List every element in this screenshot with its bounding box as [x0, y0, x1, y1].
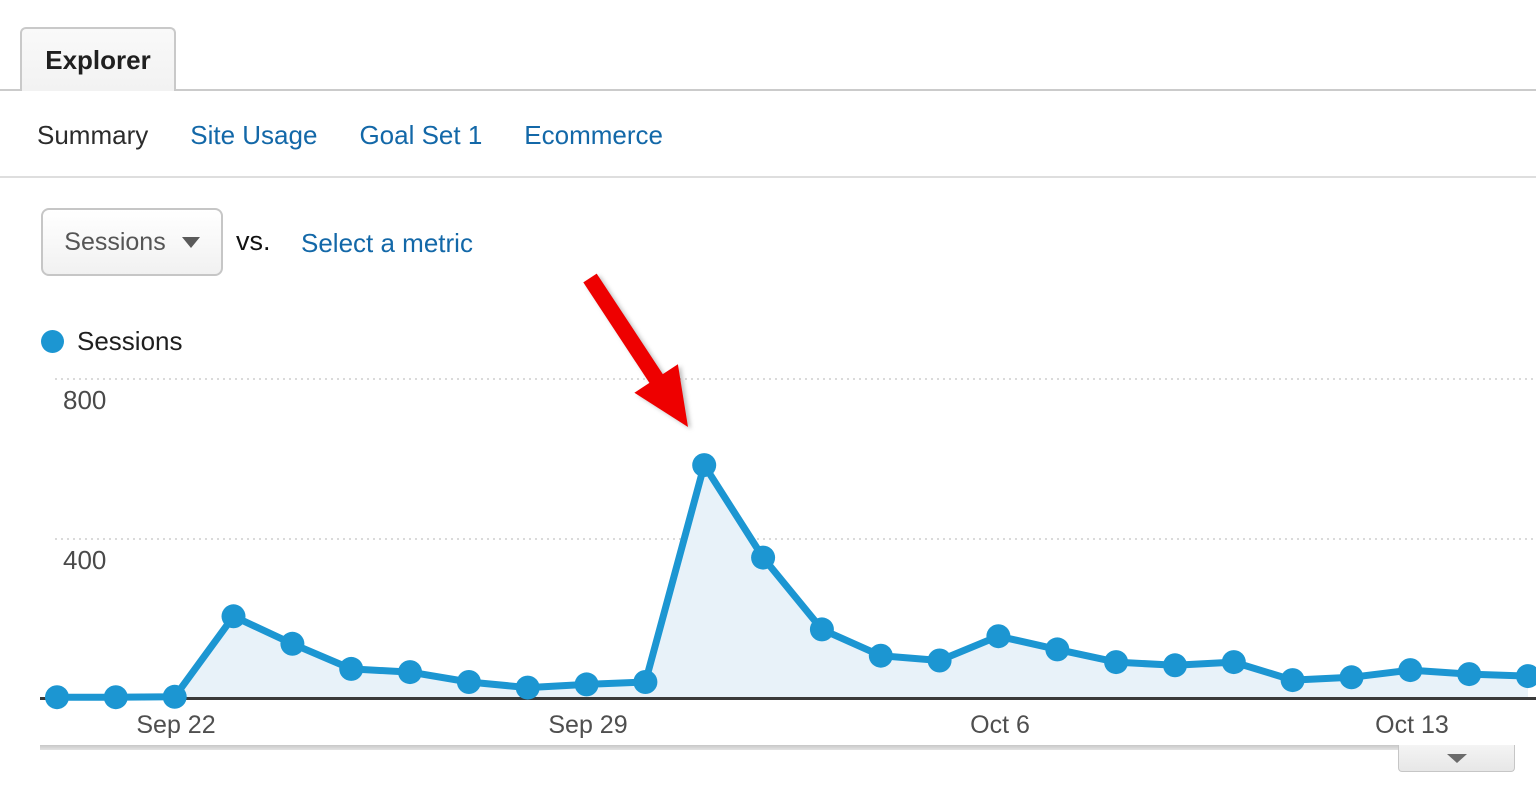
data-point-sep-27[interactable]	[456, 670, 481, 694]
data-point-oct-4[interactable]	[868, 643, 893, 668]
vs-label: vs.	[236, 226, 271, 256]
data-point-oct-9[interactable]	[1163, 653, 1187, 678]
data-point-oct-1[interactable]	[692, 453, 717, 478]
data-point-oct-5[interactable]	[927, 648, 952, 673]
metric-dropdown[interactable]: Sessions	[41, 208, 223, 276]
data-point-oct-13[interactable]	[1398, 658, 1423, 683]
subtab-divider	[0, 176, 1536, 178]
data-point-oct-14[interactable]	[1457, 662, 1482, 687]
data-point-sep-25[interactable]	[339, 656, 364, 681]
gridline-400	[55, 538, 1536, 540]
x-axis-tick-sep22: Sep 22	[136, 711, 216, 739]
data-point-sep-24[interactable]	[280, 631, 305, 656]
tab-explorer-label: Explorer	[45, 44, 151, 75]
subtab-summary[interactable]: Summary	[37, 120, 149, 150]
data-point-sep-26[interactable]	[398, 660, 422, 685]
chart-footer-bar	[40, 745, 1515, 750]
triangle-down-icon	[1446, 753, 1467, 763]
subtab-ecommerce[interactable]: Ecommerce	[524, 120, 663, 150]
data-point-oct-15[interactable]	[1516, 664, 1536, 689]
legend-series-label: Sessions	[77, 326, 183, 356]
data-point-oct-12[interactable]	[1339, 665, 1364, 690]
x-axis-line	[40, 697, 1536, 700]
sessions-area-fill	[57, 465, 1528, 698]
metric-dropdown-value: Sessions	[64, 227, 166, 256]
select-metric-link[interactable]: Select a metric	[301, 228, 473, 258]
data-point-oct-10[interactable]	[1221, 650, 1246, 675]
data-point-oct-7[interactable]	[1045, 637, 1070, 662]
data-point-sep-23[interactable]	[221, 604, 246, 629]
subtab-goal-set-1[interactable]: Goal Set 1	[359, 120, 483, 150]
gridline-800	[55, 378, 1536, 380]
x-axis-tick-oct13: Oct 13	[1375, 711, 1449, 739]
sessions-line	[53, 461, 1532, 701]
tab-explorer[interactable]: Explorer	[20, 27, 176, 91]
subtab-bar: Summary Site Usage Goal Set 1 Ecommerce	[37, 120, 663, 151]
caret-down-icon	[181, 236, 200, 248]
data-point-oct-11[interactable]	[1280, 668, 1305, 693]
data-point-sep-29[interactable]	[574, 672, 599, 697]
data-point-sep-28[interactable]	[515, 675, 540, 700]
tabstrip-divider	[0, 89, 1536, 91]
data-point-sep-30[interactable]	[633, 670, 658, 694]
subtab-site-usage[interactable]: Site Usage	[190, 120, 318, 150]
annotation-arrow-icon	[583, 273, 688, 427]
x-axis-tick-oct6: Oct 6	[970, 711, 1030, 739]
data-point-oct-3[interactable]	[809, 617, 834, 642]
collapse-panel-handle[interactable]	[1398, 745, 1515, 772]
chart-legend: Sessions	[41, 326, 183, 357]
y-axis-tick-400: 400	[63, 545, 107, 575]
y-axis-tick-800: 800	[63, 385, 107, 415]
legend-marker-icon	[41, 330, 64, 353]
data-point-oct-6[interactable]	[986, 624, 1011, 649]
data-point-oct-2[interactable]	[751, 545, 776, 570]
x-axis-tick-sep29: Sep 29	[548, 711, 628, 739]
data-point-oct-8[interactable]	[1104, 650, 1129, 675]
